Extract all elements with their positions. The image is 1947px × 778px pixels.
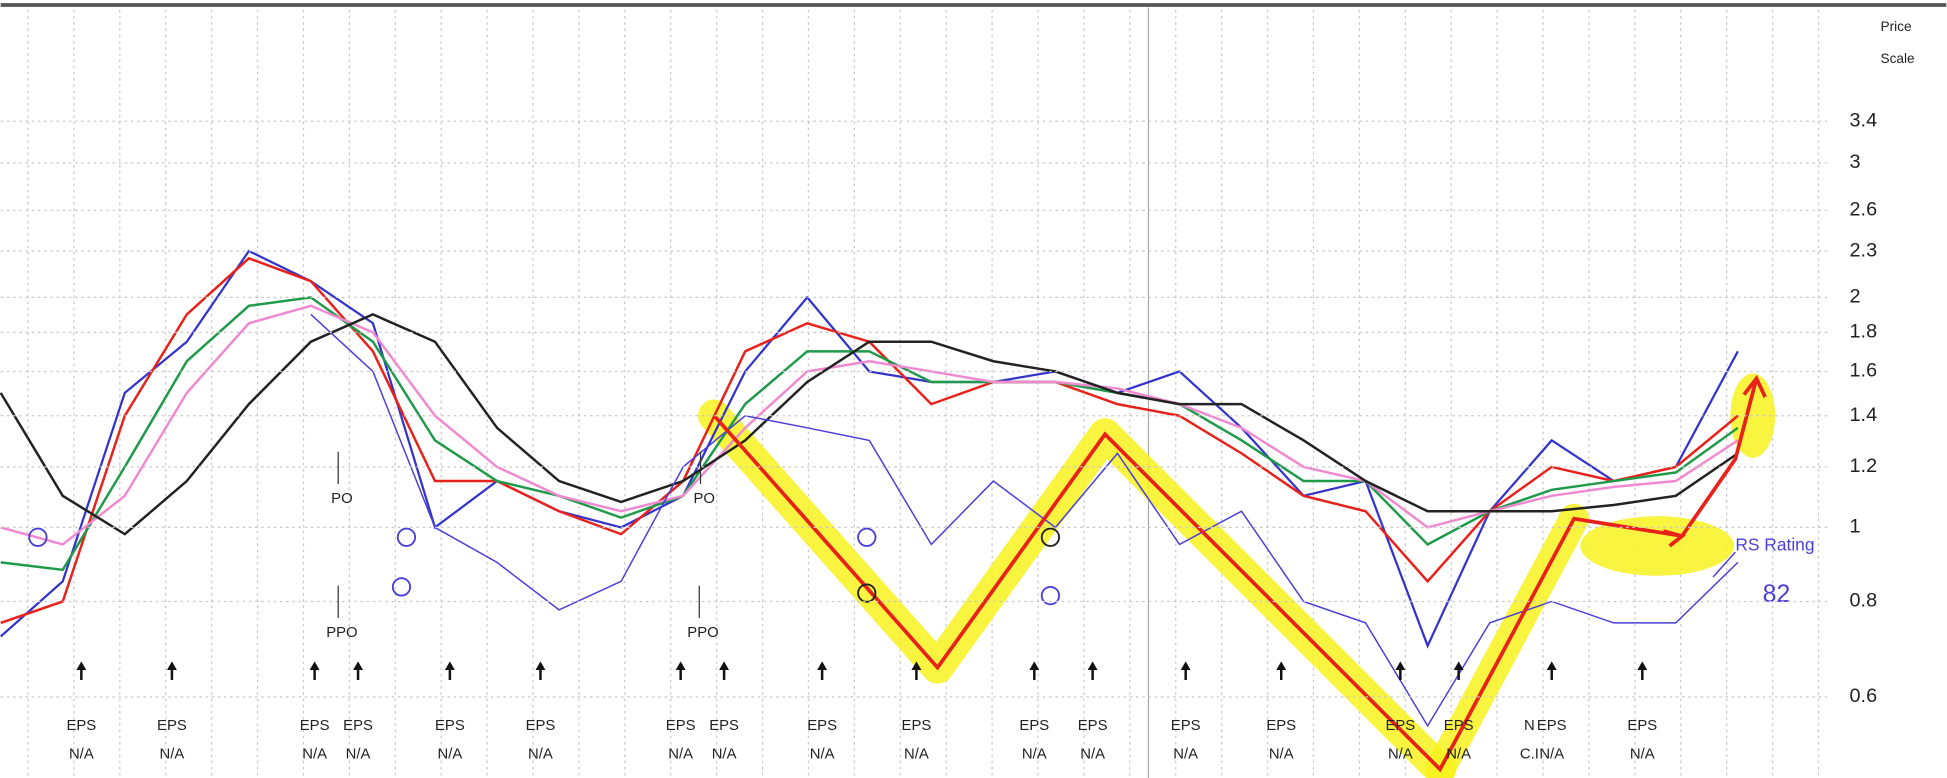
plus-circle	[1040, 527, 1061, 547]
event-value: N/A	[69, 746, 94, 762]
event-value: N/A	[1022, 746, 1047, 762]
y-tick-label: 2	[1850, 286, 1861, 308]
event-value: N/A	[1539, 746, 1564, 762]
event-arrow-head	[444, 661, 455, 671]
event-value: C.I	[1520, 746, 1539, 762]
plus-circle	[28, 527, 48, 547]
event-value: N/A	[810, 746, 835, 762]
arrow-head	[1742, 374, 1767, 398]
event-value: N/A	[302, 746, 327, 762]
rs-tail	[1712, 551, 1736, 578]
annotations	[28, 374, 1767, 773]
event-arrow-head	[166, 661, 177, 671]
minus-circle	[1040, 585, 1061, 606]
series-line	[0, 304, 1739, 546]
event-label: EPS	[66, 718, 96, 734]
scale-label: Scale	[1881, 51, 1915, 66]
y-tick-label: 0.8	[1850, 590, 1878, 612]
event-value: N/A	[346, 746, 371, 762]
event-value: N/A	[904, 746, 929, 762]
event-label: EPS	[1171, 718, 1201, 734]
minus-circle	[857, 583, 877, 603]
event-value: N/A	[1630, 746, 1655, 762]
event-value: N/A	[437, 746, 462, 762]
event-label: EPS	[1266, 718, 1296, 734]
event-arrow-head	[1637, 661, 1648, 671]
event-arrow-head	[675, 661, 686, 671]
y-tick-label: 3.4	[1850, 110, 1878, 132]
event-label: EPS	[902, 718, 932, 734]
event-arrow-head	[1453, 661, 1464, 671]
event-value: N/A	[528, 746, 553, 762]
y-tick-label: 2.6	[1850, 199, 1878, 221]
highlight-blob	[1580, 516, 1735, 576]
event-value: N/A	[1173, 746, 1198, 762]
rs-value: 82	[1763, 581, 1791, 608]
marker-label: PO	[331, 491, 353, 507]
plus-circle	[857, 527, 877, 547]
arrow-head	[1662, 529, 1687, 548]
event-value: N/A	[1446, 746, 1471, 762]
event-label: EPS	[1444, 718, 1474, 734]
event-arrow-head	[1087, 661, 1098, 671]
event-arrow-head	[1029, 661, 1040, 671]
event-arrow-head	[309, 661, 320, 671]
signal-circles	[28, 527, 1061, 606]
event-value: N/A	[1080, 746, 1105, 762]
y-tick-label: 2.3	[1850, 239, 1878, 261]
event-label: EPS	[300, 718, 330, 734]
vertical-grid	[27, 9, 1820, 778]
rs-label: RS Rating	[1735, 535, 1814, 555]
marker-label: PPO	[687, 625, 718, 641]
event-value: N/A	[160, 746, 185, 762]
event-arrow-head	[353, 661, 364, 671]
y-tick-label: 1	[1850, 516, 1861, 538]
plus-circle	[396, 527, 417, 547]
event-label: EPS	[1627, 718, 1657, 734]
minus-circle	[391, 577, 412, 597]
y-tick-label: 1.6	[1850, 360, 1878, 382]
y-tick-label: 3	[1850, 151, 1861, 173]
event-label: EPS	[157, 718, 187, 734]
event-arrow-head	[1546, 661, 1557, 671]
event-value: N/A	[668, 746, 693, 762]
event-label: EPS	[666, 718, 696, 734]
event-value: N/A	[712, 746, 737, 762]
event-arrow-head	[817, 661, 828, 671]
event-label: N	[1524, 718, 1535, 734]
y-tick-label: 1.8	[1850, 321, 1878, 343]
series-line	[0, 313, 1739, 536]
event-arrow-head	[1395, 661, 1406, 671]
scale-label: Price	[1881, 19, 1912, 34]
trend-zigzag	[712, 377, 1759, 773]
event-label: EPS	[709, 718, 739, 734]
event-label: EPS	[807, 718, 837, 734]
event-value: N/A	[1269, 746, 1294, 762]
event-label: EPS	[526, 718, 556, 734]
y-tick-label: 1.4	[1850, 404, 1878, 426]
y-tick-label: 0.6	[1850, 685, 1878, 707]
event-arrow-head	[719, 661, 730, 671]
event-label: EPS	[1385, 718, 1415, 734]
event-label: EPS	[343, 718, 373, 734]
event-label: EPS	[1078, 718, 1108, 734]
event-arrow-head	[911, 661, 922, 671]
event-label: EPS	[1537, 718, 1567, 734]
event-value: N/A	[1388, 746, 1413, 762]
event-label: EPS	[435, 718, 465, 734]
event-label: EPS	[1019, 718, 1049, 734]
event-arrow-head	[535, 661, 546, 671]
y-tick-label: 1.2	[1850, 455, 1878, 477]
event-arrow-head	[1180, 661, 1191, 671]
marker-label: PO	[693, 491, 715, 507]
event-arrow-head	[1276, 661, 1287, 671]
series-line	[0, 296, 1739, 572]
event-arrow-head	[76, 661, 87, 671]
marker-label: PPO	[326, 625, 357, 641]
